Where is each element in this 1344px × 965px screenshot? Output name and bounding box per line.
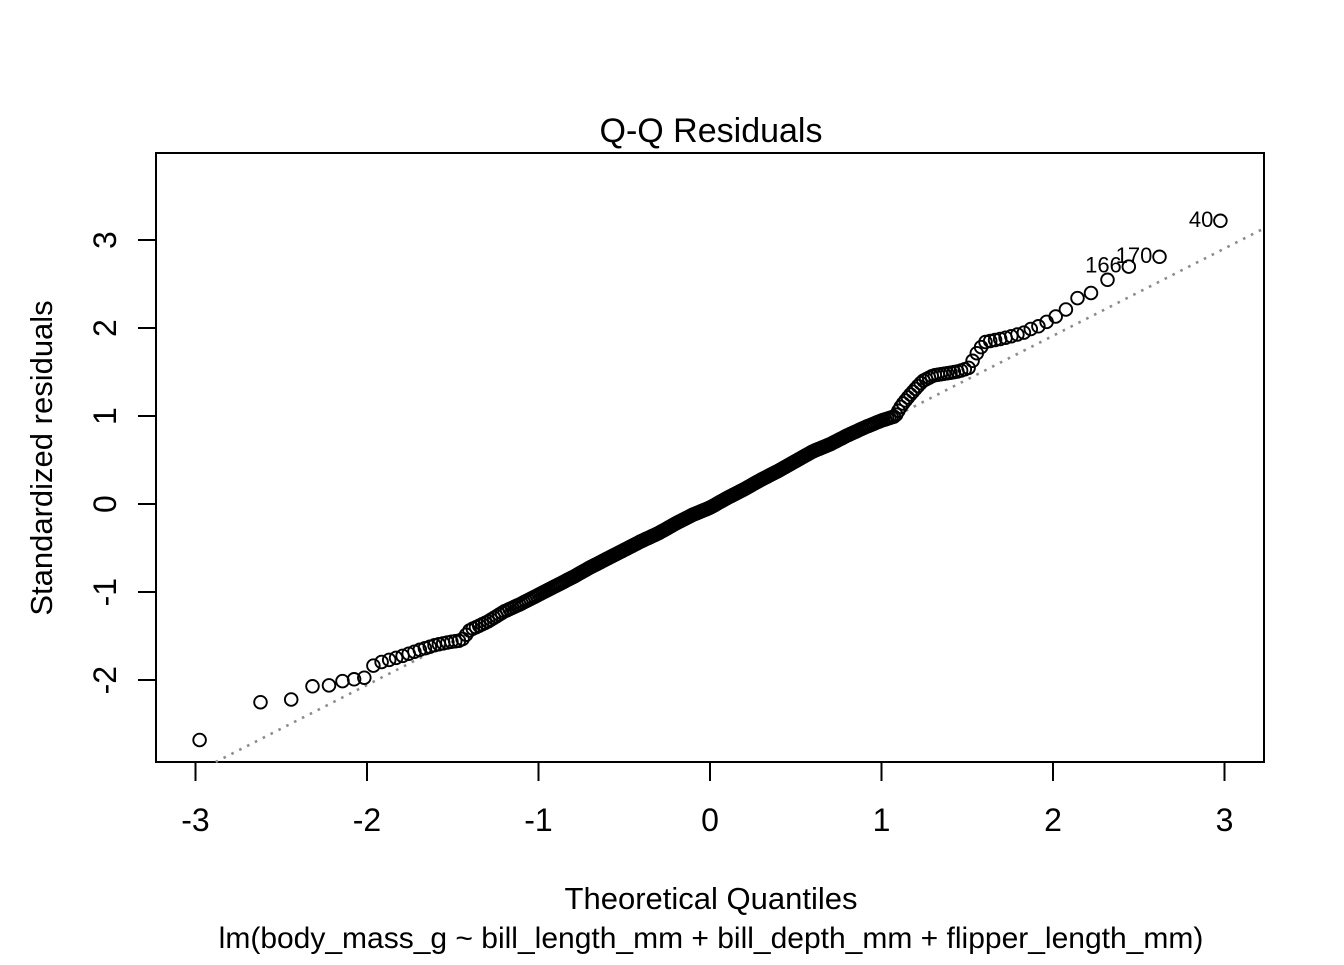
data-point xyxy=(1121,259,1137,274)
data-point xyxy=(987,332,1003,348)
model-caption: lm(body_mass_g ~ bill_length_mm + bill_d… xyxy=(219,922,1204,955)
y-tick-label: -1 xyxy=(87,578,123,606)
y-axis: -2 -1 0 1 2 3 xyxy=(87,231,156,694)
data-points xyxy=(192,213,1228,748)
y-tick-label: 0 xyxy=(87,495,123,513)
data-point xyxy=(1100,272,1115,288)
data-point xyxy=(1016,325,1032,340)
data-point xyxy=(253,694,268,710)
data-point xyxy=(1058,302,1074,317)
data-point xyxy=(1152,249,1167,265)
qqline-dotted xyxy=(215,227,1265,764)
data-point xyxy=(192,732,207,748)
outlier-label: 40 xyxy=(1189,207,1213,232)
plot-border xyxy=(155,152,1265,763)
outlier-label: 170 xyxy=(1116,243,1153,268)
data-point xyxy=(1004,328,1019,344)
data-point xyxy=(357,670,372,685)
outlier-label: 166 xyxy=(1085,253,1122,278)
data-point xyxy=(366,658,381,673)
x-tick-label: -2 xyxy=(353,802,381,838)
data-point xyxy=(374,654,389,670)
data-point xyxy=(1213,213,1228,229)
y-tick-label: -2 xyxy=(87,666,123,694)
x-axis: -3 -2 -1 0 1 2 3 xyxy=(181,762,1233,838)
data-point xyxy=(346,672,362,687)
data-point xyxy=(965,353,980,369)
x-axis-label: Theoretical Quantiles xyxy=(565,881,858,916)
data-point xyxy=(381,652,397,668)
data-point xyxy=(961,360,976,376)
data-point xyxy=(1010,327,1025,342)
data-point xyxy=(321,678,337,693)
data-point xyxy=(1031,319,1046,334)
data-point xyxy=(1083,285,1099,301)
data-point xyxy=(1048,309,1063,324)
y-tick-label: 1 xyxy=(87,407,123,425)
x-tick-label: 0 xyxy=(701,802,719,838)
qq-reference-line xyxy=(215,227,1265,764)
data-point xyxy=(1070,290,1085,306)
data-point xyxy=(388,650,404,666)
x-tick-label: 1 xyxy=(873,802,891,838)
y-axis-label: Standardized residuals xyxy=(24,300,59,615)
plot-title: Q-Q Residuals xyxy=(600,112,823,150)
x-tick-label: -3 xyxy=(181,802,209,838)
x-tick-label: 3 xyxy=(1216,802,1234,838)
x-tick-label: -1 xyxy=(524,802,552,838)
x-tick-label: 2 xyxy=(1044,802,1062,838)
y-tick-label: 2 xyxy=(87,319,123,337)
data-point xyxy=(335,673,350,689)
data-point xyxy=(283,692,299,707)
data-point xyxy=(1023,321,1039,337)
y-tick-label: 3 xyxy=(87,231,123,249)
data-point xyxy=(305,679,320,694)
